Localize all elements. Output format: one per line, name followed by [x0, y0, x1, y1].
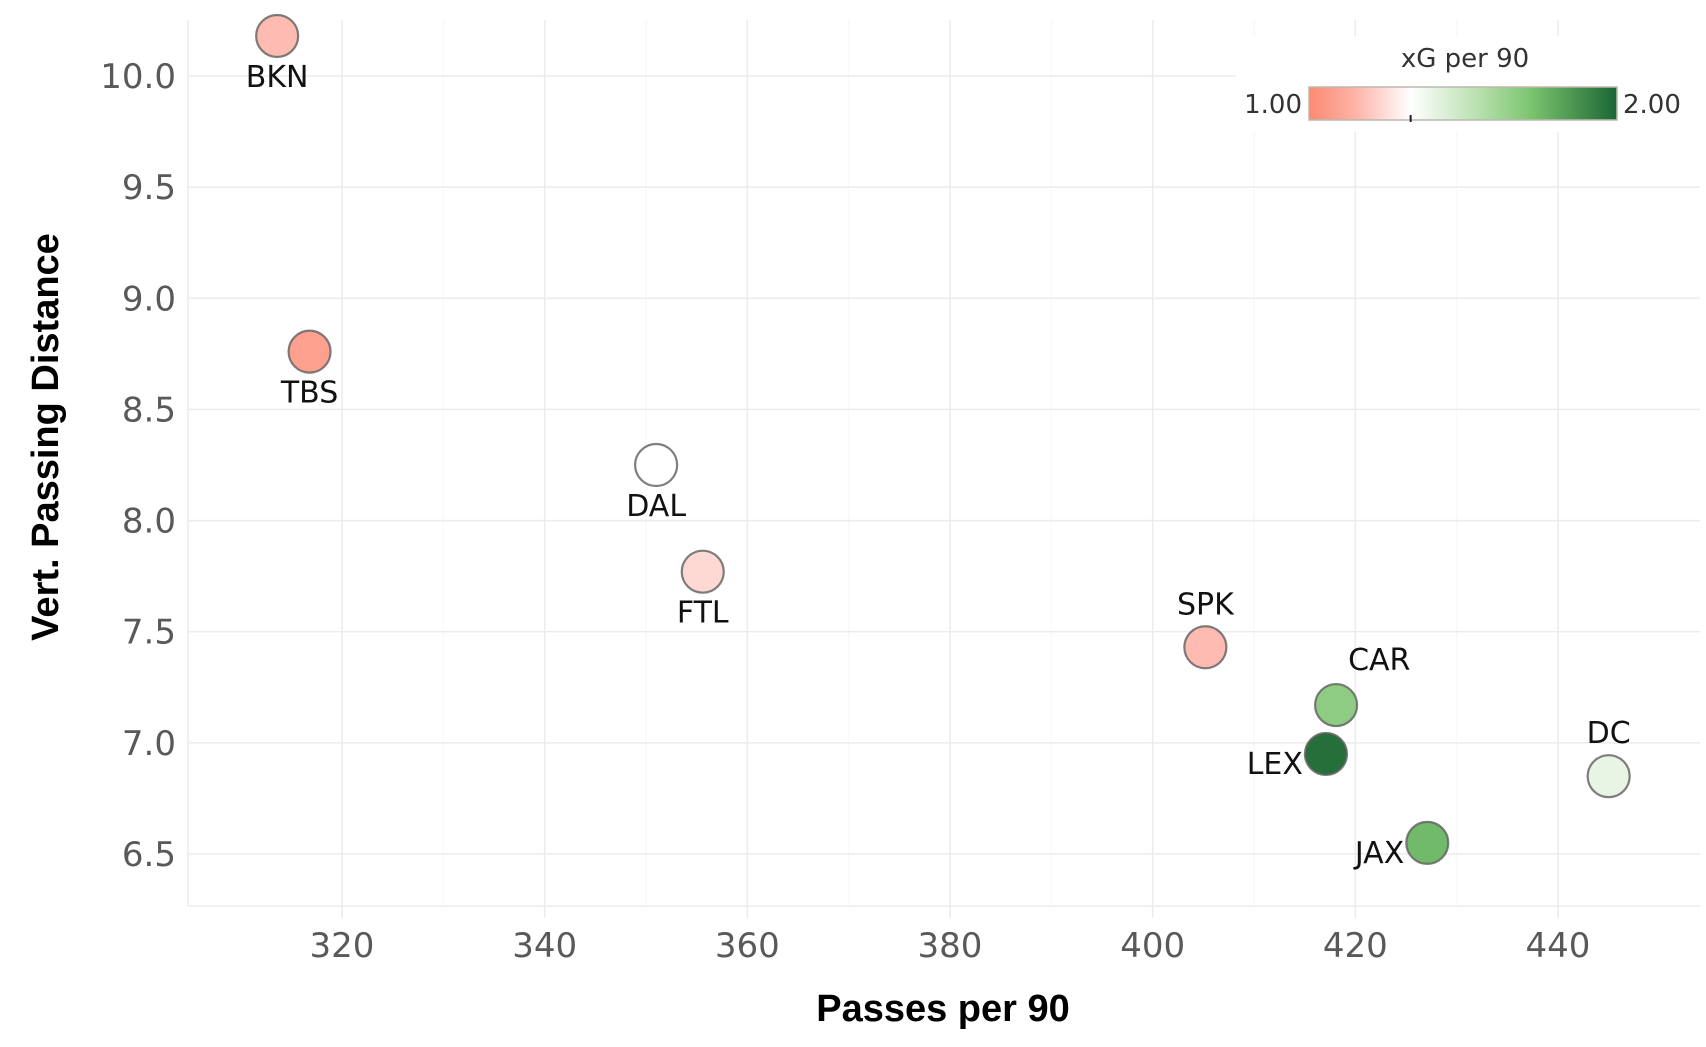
x-tick-label: 420	[1323, 926, 1388, 966]
x-tick-label: 440	[1526, 926, 1591, 966]
points-layer: BKN TBS DAL FTL SPK CAR LEX JAX DC	[246, 13, 1631, 871]
point-marker	[1183, 625, 1228, 670]
point-marker	[634, 442, 679, 488]
data-point-bkn: BKN	[246, 13, 309, 95]
point-label: TBS	[280, 376, 338, 411]
y-tick-label: 7.5	[122, 613, 176, 653]
data-point-tbs: TBS	[280, 329, 338, 411]
y-tick-label: 9.0	[122, 279, 176, 319]
legend-max-label: 2.00	[1623, 90, 1681, 120]
data-point-spk: SPK	[1177, 587, 1235, 670]
point-label: BKN	[246, 60, 309, 95]
y-axis: 6.5 7.0 7.5 8.0 8.5 9.0 9.5 10.0	[100, 57, 176, 875]
y-tick-label: 6.5	[122, 835, 176, 875]
y-axis-title: Vert. Passing Distance	[25, 233, 67, 641]
grid-layer	[188, 20, 1700, 918]
y-tick-label: 9.5	[122, 168, 176, 208]
point-label: DAL	[626, 489, 686, 524]
data-point-jax: JAX	[1353, 820, 1450, 871]
legend-title: xG per 90	[1401, 44, 1529, 74]
point-label: CAR	[1348, 643, 1410, 678]
x-tick-label: 320	[310, 926, 375, 966]
y-tick-label: 10.0	[100, 57, 176, 97]
x-tick-label: 360	[715, 926, 780, 966]
point-label: JAX	[1353, 836, 1404, 871]
y-tick-label: 8.5	[122, 390, 176, 430]
point-label: FTL	[677, 596, 729, 631]
y-tick-label: 7.0	[122, 724, 176, 764]
point-marker	[255, 13, 300, 59]
point-marker	[1405, 820, 1450, 865]
point-label: SPK	[1177, 587, 1235, 622]
data-point-car: CAR	[1313, 643, 1410, 728]
x-axis: 320 340 360 380 400 420 440	[310, 926, 1591, 966]
x-tick-label: 380	[918, 926, 983, 966]
colorbar	[1308, 86, 1618, 121]
color-legend: xG per 90 1.00 2.00	[1236, 36, 1700, 132]
point-marker	[680, 549, 725, 594]
point-marker	[1303, 731, 1349, 777]
x-axis-title: Passes per 90	[816, 988, 1070, 1030]
point-label: DC	[1587, 716, 1631, 751]
point-label: LEX	[1247, 747, 1303, 782]
data-point-dal: DAL	[626, 442, 686, 524]
point-marker	[1313, 682, 1359, 728]
point-marker	[1586, 754, 1631, 799]
legend-min-label: 1.00	[1244, 90, 1302, 120]
data-point-ftl: FTL	[677, 549, 729, 631]
point-marker	[287, 329, 332, 374]
y-tick-label: 8.0	[122, 502, 176, 542]
data-point-dc: DC	[1586, 716, 1631, 799]
x-tick-label: 340	[512, 926, 577, 966]
x-tick-label: 400	[1120, 926, 1185, 966]
data-point-lex: LEX	[1247, 731, 1349, 782]
